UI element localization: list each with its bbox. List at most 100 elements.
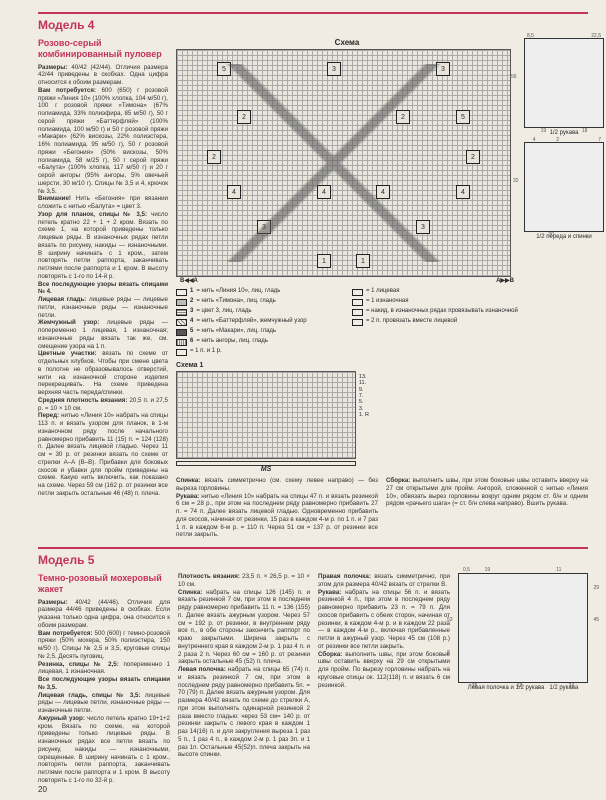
sleeves-label: Рукава: bbox=[318, 589, 341, 596]
model5-item-title: Темно-розовый мохеровый жакет bbox=[38, 573, 170, 595]
chart-badge: 2 bbox=[396, 110, 410, 124]
dim: 11 bbox=[556, 567, 561, 573]
section-divider bbox=[38, 12, 588, 14]
chart-badge: 3 bbox=[327, 62, 341, 76]
legend-text: = нить «Линия 10», лиц. гладь bbox=[196, 288, 280, 294]
swatch bbox=[352, 289, 363, 296]
chart-badge: 3 bbox=[416, 220, 430, 234]
legend-text: = нить «Макари», лиц. гладь bbox=[196, 328, 276, 334]
yarn-label: Вам потребуется: bbox=[38, 87, 96, 94]
dim: 56 bbox=[511, 74, 517, 80]
dim: 4 bbox=[533, 137, 536, 143]
legend-num: 1 bbox=[190, 288, 193, 294]
swatch bbox=[352, 309, 363, 316]
model4-section: Розово-серый комбинированный пуловер Раз… bbox=[38, 38, 588, 539]
dim: 24 bbox=[569, 683, 575, 689]
swatch bbox=[176, 319, 187, 326]
chart-badge: 1 bbox=[356, 254, 370, 268]
model5-col3: Правая полочка: вязать симметрично, при … bbox=[318, 573, 450, 785]
model5-col1: Темно-розовый мохеровый жакет Размеры: 4… bbox=[38, 573, 170, 785]
lits-label: Лицевая гладь: bbox=[38, 296, 86, 303]
legend-text: = 1 п. и 1 р. bbox=[190, 348, 222, 354]
page-number: 20 bbox=[38, 785, 47, 794]
model4-body: Размеры: 40/42 (42/44). Отличия размера … bbox=[38, 64, 168, 498]
sizes-label: Размеры: bbox=[38, 64, 68, 71]
right-label: Правая полочка: bbox=[318, 573, 371, 580]
dim: 8,5 bbox=[527, 33, 534, 39]
front-label: Перед: bbox=[38, 412, 59, 419]
dim: 7 bbox=[598, 137, 601, 143]
back: набрать на спицы 126 (145) п. и вязать р… bbox=[178, 589, 310, 666]
legend-text: = нить ангоры, лиц. гладь bbox=[196, 338, 268, 344]
chart-badge: 1 bbox=[317, 254, 331, 268]
dim: 32 bbox=[513, 178, 519, 184]
azh-label: Ажурный узор: bbox=[38, 715, 85, 722]
swatch bbox=[352, 319, 363, 326]
pearl-label: Жемчужный узор: bbox=[38, 319, 99, 326]
sizes-label: Размеры: bbox=[38, 599, 68, 606]
schem-caption: 1/2 рукава bbox=[524, 130, 604, 136]
azh: число петель кратно 19+1+2 кром. Вязать … bbox=[38, 715, 170, 784]
legend-text: = накид, в изнаночных рядах провязывать … bbox=[366, 308, 518, 314]
color-label: Цветные участки: bbox=[38, 350, 97, 357]
chart-badge: 2 bbox=[207, 150, 221, 164]
left: набрать на спицы 65 (74) п. и вязать рез… bbox=[178, 666, 310, 758]
model4-left-column: Розово-серый комбинированный пуловер Раз… bbox=[38, 38, 168, 539]
sleeves-label: Рукава: bbox=[176, 493, 199, 500]
schema1-rows: 13. 11. 9. 7. 5. 3. 1. R bbox=[359, 374, 369, 418]
rib-label: Резинка, спицы № 2,5: bbox=[38, 661, 119, 668]
sleeves: набрать на спицы 56 п. и вязать резинкой… bbox=[318, 589, 450, 650]
legend-text: = нить «Баттерфляй», жемчужный узор bbox=[196, 318, 306, 324]
color: вязать по схеме от отдельных клубков. Чт… bbox=[38, 350, 168, 396]
front: нитью «Линия 10» набрать на спицы 113 п.… bbox=[38, 412, 168, 497]
assembly-label: Сборка: bbox=[386, 477, 410, 484]
swatch bbox=[176, 309, 187, 316]
dim: 2 bbox=[556, 137, 559, 143]
cap1: Левая полочка и 1/2 рукава bbox=[468, 685, 545, 691]
dim: 18 bbox=[582, 128, 588, 134]
swatch bbox=[176, 289, 187, 296]
chart-badge: 4 bbox=[456, 185, 470, 199]
model4-item-title: Розово-серый комбинированный пуловер bbox=[38, 38, 168, 60]
legend-text: = нить «Тимона», лиц. гладь bbox=[196, 298, 275, 304]
dim: 30 bbox=[548, 232, 554, 238]
assembly-text: выполнить швы, при этом боковые швы оста… bbox=[386, 477, 588, 507]
dim: 45 bbox=[593, 617, 599, 623]
schematic-front: 4 2 7 33 31 32 30 bbox=[524, 142, 604, 232]
legend-num: 2 bbox=[190, 298, 193, 304]
swatch bbox=[176, 299, 187, 306]
next-label: Все последующие узоры вязать спицами № 3… bbox=[38, 676, 170, 691]
uzor1: число петель кратно 22 + 1 + 2 кром. Вяз… bbox=[38, 211, 168, 280]
all-next: Все последующие узоры вязать спицами № 4… bbox=[38, 281, 168, 296]
dim: 8 bbox=[447, 650, 450, 656]
chart-badge: 5 bbox=[456, 110, 470, 124]
density-label: Плотность вязания: bbox=[178, 573, 240, 580]
swatch bbox=[176, 349, 187, 356]
sizes: 40/42 (44/46). bbox=[75, 599, 119, 606]
back-label: Спинка: bbox=[178, 589, 202, 596]
left-label: Левая полочка: bbox=[178, 666, 226, 673]
density-label: Средняя плотность вязания: bbox=[38, 397, 127, 404]
schematic-sleeve: 8,5 22,5 5 56 51 19 18 bbox=[524, 38, 604, 128]
model5-section: Темно-розовый мохеровый жакет Размеры: 4… bbox=[38, 573, 588, 785]
back-label: Спинка: bbox=[176, 477, 200, 484]
legend-text: = 2 п. провязать вместе лицевой bbox=[366, 318, 457, 324]
legend-num: 5 bbox=[190, 328, 193, 334]
chart-badge: 4 bbox=[376, 185, 390, 199]
chart-axis-left: B◀◀A bbox=[180, 277, 198, 284]
legend-left: 1 = нить «Линия 10», лиц. гладь 2 = нить… bbox=[176, 288, 342, 358]
model4-lower-text: Спинка: вязать симметрично (см. схему ле… bbox=[176, 477, 588, 539]
model4-heading: Модель 4 bbox=[38, 18, 588, 32]
dim: 19 bbox=[541, 128, 547, 134]
assembly-label: Сборка: bbox=[318, 651, 342, 658]
dim: 29 bbox=[593, 585, 599, 591]
back-text: вязать симметрично (см. схему левее напр… bbox=[176, 477, 378, 492]
swatch bbox=[176, 339, 187, 346]
lits-label: Лицевая гладь, спицы № 3,5: bbox=[38, 692, 141, 699]
main-chart: 5 3 3 2 2 5 2 2 4 4 4 4 3 3 1 1 bbox=[176, 49, 511, 277]
legend-num: 4 bbox=[190, 318, 193, 324]
yarn-label: Вам потребуется: bbox=[38, 630, 93, 637]
sleeves-text: нитью «Линия 10» набрать на спицы 47 п. … bbox=[176, 493, 378, 539]
swatch bbox=[352, 299, 363, 306]
model4-main-column: Схема 5 3 3 2 2 5 2 2 4 4 4 4 3 3 1 bbox=[176, 38, 588, 539]
